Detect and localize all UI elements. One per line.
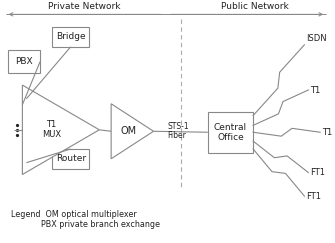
Text: Legend  OM optical multiplexer: Legend OM optical multiplexer (11, 210, 136, 219)
Text: Central
Office: Central Office (214, 122, 247, 142)
Text: PBX: PBX (15, 57, 33, 66)
Text: Router: Router (56, 154, 86, 163)
Text: Public Network: Public Network (221, 2, 289, 11)
Text: ISDN: ISDN (307, 34, 327, 43)
Polygon shape (111, 104, 153, 159)
Text: Bridge: Bridge (56, 33, 85, 42)
Polygon shape (22, 85, 99, 174)
Text: FT1: FT1 (307, 192, 321, 201)
Text: T1: T1 (310, 86, 321, 95)
Bar (52, 149, 89, 169)
Text: STS-1: STS-1 (168, 122, 189, 131)
Text: T1
MUX: T1 MUX (42, 120, 61, 139)
Text: Fiber: Fiber (168, 131, 186, 140)
Text: PBX private branch exchange: PBX private branch exchange (11, 220, 159, 229)
Bar (8, 50, 40, 73)
Text: Private Network: Private Network (48, 2, 121, 11)
Text: FT1: FT1 (310, 168, 325, 177)
Text: T1: T1 (322, 128, 332, 137)
Text: OM: OM (121, 126, 137, 136)
Bar (208, 112, 253, 153)
Bar (52, 27, 89, 47)
